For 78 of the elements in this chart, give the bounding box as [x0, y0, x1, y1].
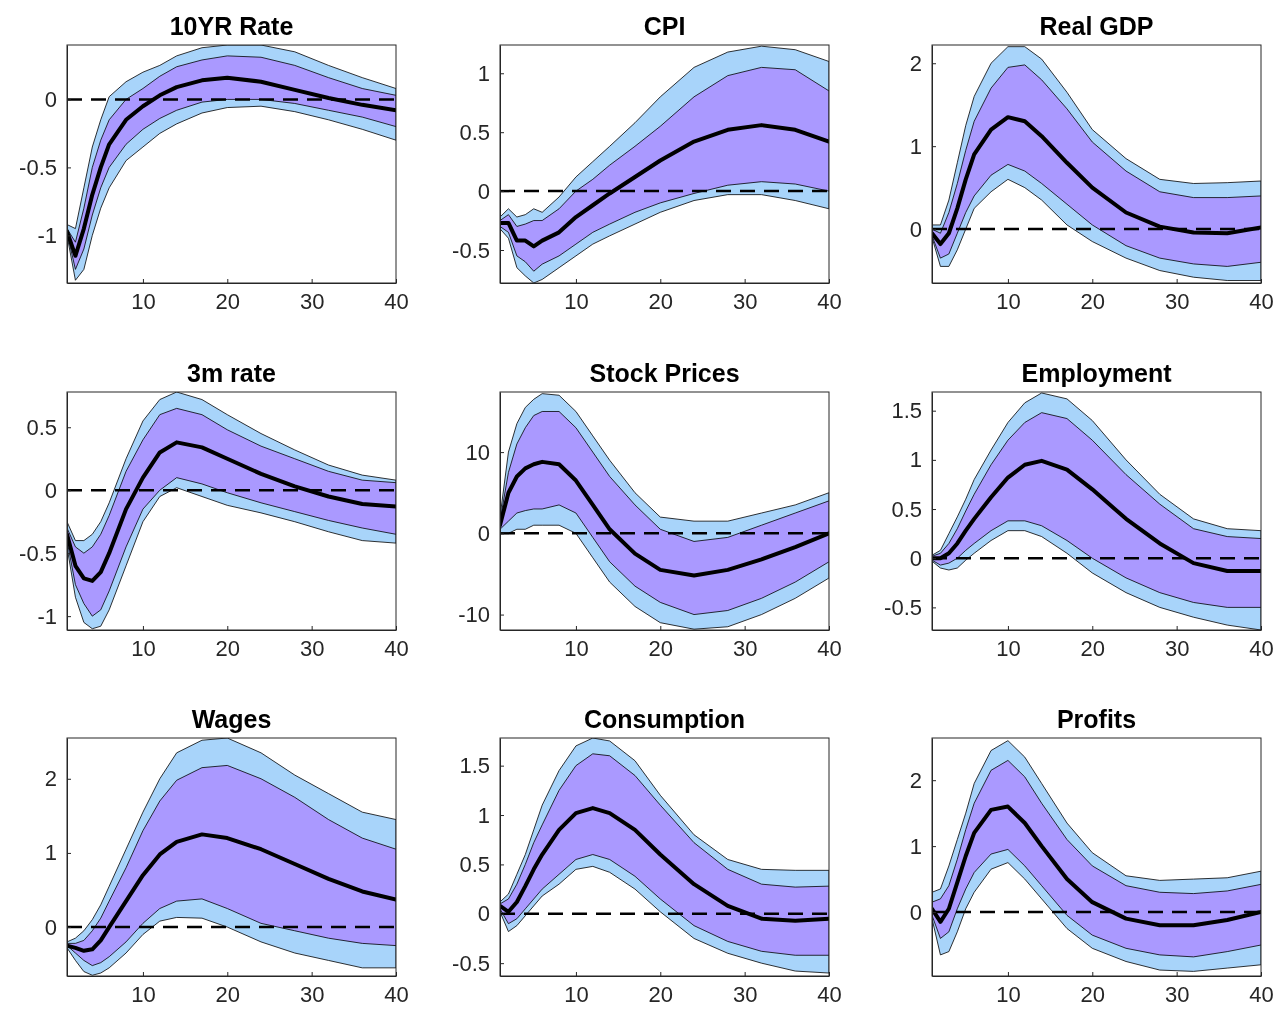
y-tick-label: -1 [37, 222, 57, 248]
chart-title: Consumption [583, 705, 746, 733]
x-tick-label: 40 [817, 981, 842, 1007]
chart-title: Stock Prices [589, 359, 740, 387]
x-tick-label: 40 [384, 635, 409, 661]
y-tick-label: 1.5 [459, 753, 490, 779]
x-tick-label: 10 [131, 635, 156, 661]
y-tick-label: 0 [909, 545, 922, 571]
y-tick-label: -0.5 [452, 950, 490, 976]
chart-title: Real GDP [1039, 12, 1154, 40]
y-tick-label: 1 [909, 447, 922, 473]
x-tick-label: 30 [732, 288, 758, 314]
y-tick-label: 0 [477, 901, 490, 927]
x-tick-label: 40 [384, 288, 409, 314]
x-tick-label: 10 [564, 635, 589, 661]
chart-title: 3m rate [187, 359, 277, 387]
y-tick-label: -0.5 [452, 237, 490, 263]
x-tick-label: 20 [648, 635, 674, 661]
y-tick-label: 0 [44, 86, 57, 112]
y-tick-label: 0 [477, 520, 490, 546]
y-tick-label: 0 [477, 178, 490, 204]
x-tick-label: 20 [215, 635, 241, 661]
y-tick-label: 0 [44, 477, 57, 503]
x-tick-label: 10 [996, 288, 1021, 314]
y-tick-label: 0 [909, 899, 922, 925]
y-tick-label: 0.5 [459, 851, 490, 877]
chart-title: CPI [643, 12, 686, 40]
x-tick-label: 10 [996, 635, 1021, 661]
x-tick-label: 10 [564, 981, 589, 1007]
x-tick-label: 30 [299, 288, 325, 314]
y-tick-label: -1 [37, 603, 57, 629]
x-tick-label: 40 [1249, 981, 1274, 1007]
y-tick-label: 1 [44, 840, 57, 866]
x-tick-label: 30 [1164, 981, 1190, 1007]
x-tick-label: 30 [1164, 288, 1190, 314]
x-tick-label: 20 [1080, 981, 1106, 1007]
x-tick-label: 40 [817, 288, 842, 314]
y-tick-label: 0 [909, 216, 922, 242]
y-tick-label: 1.5 [891, 398, 922, 424]
y-tick-label: -0.5 [19, 540, 57, 566]
x-tick-label: 10 [564, 288, 589, 314]
y-tick-label: 1 [477, 802, 490, 828]
x-tick-label: 40 [384, 981, 409, 1007]
y-tick-label: 0.5 [459, 119, 490, 145]
x-tick-label: 20 [1080, 288, 1106, 314]
y-tick-label: 1 [477, 60, 490, 86]
x-tick-label: 20 [1080, 635, 1106, 661]
y-tick-label: 2 [44, 766, 57, 792]
x-tick-label: 10 [131, 288, 156, 314]
x-tick-label: 30 [1164, 635, 1190, 661]
y-tick-label: -10 [458, 602, 490, 628]
x-tick-label: 20 [648, 288, 674, 314]
chart-title: Profits [1056, 705, 1137, 733]
x-tick-label: 30 [732, 635, 758, 661]
x-tick-label: 40 [1249, 288, 1274, 314]
y-tick-label: 2 [909, 767, 922, 793]
y-tick-label: 0.5 [891, 496, 922, 522]
y-tick-label: 2 [909, 50, 922, 76]
x-tick-label: 10 [131, 981, 156, 1007]
y-tick-label: 0 [44, 914, 57, 940]
y-tick-label: 1 [909, 133, 922, 159]
chart-title: 10YR Rate [169, 12, 294, 40]
y-tick-label: -0.5 [19, 154, 57, 180]
x-tick-label: 40 [817, 635, 842, 661]
x-tick-label: 20 [215, 981, 241, 1007]
y-tick-label: 0.5 [26, 414, 57, 440]
x-tick-label: 10 [996, 981, 1021, 1007]
x-tick-label: 20 [648, 981, 674, 1007]
x-tick-label: 40 [1249, 635, 1274, 661]
x-tick-label: 30 [299, 635, 325, 661]
y-tick-label: -0.5 [884, 594, 922, 620]
y-tick-label: 1 [909, 833, 922, 859]
x-tick-label: 30 [732, 981, 758, 1007]
y-tick-label: 10 [465, 439, 490, 465]
chart-title: Employment [1021, 359, 1173, 387]
x-tick-label: 20 [215, 288, 241, 314]
chart-title: Wages [191, 705, 272, 733]
x-tick-label: 30 [299, 981, 325, 1007]
